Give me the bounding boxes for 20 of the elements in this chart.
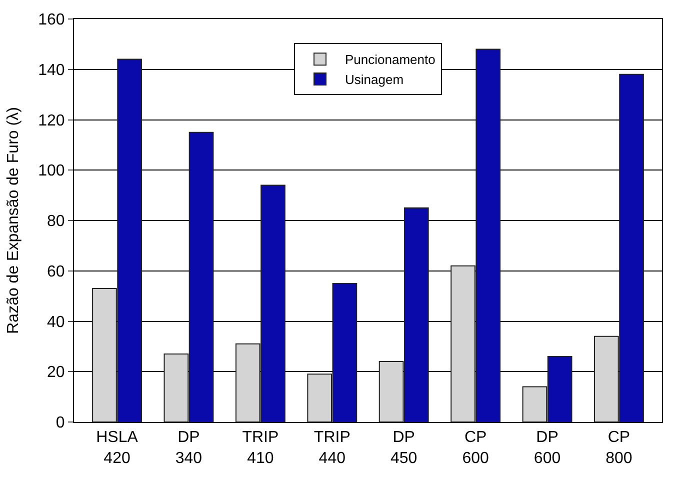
y-tick-label: 40 [47, 314, 65, 331]
y-tick-label: 160 [38, 12, 65, 29]
x-tick-label: DP 340 [175, 429, 202, 467]
y-tick-label: 80 [47, 213, 65, 230]
y-tick-label: 20 [47, 364, 65, 382]
y-axis-title: Razão de Expansão de Furo (λ) [4, 107, 22, 334]
y-tick-label: 0 [56, 414, 65, 432]
legend-label: Puncionamento [345, 52, 436, 68]
x-tick-label: DP 600 [534, 429, 561, 467]
x-tick-label: DP 450 [390, 429, 418, 467]
x-tick-label: TRIP 410 [242, 429, 279, 467]
x-tick-label: CP 800 [606, 429, 632, 467]
legend-label: Usinagem [345, 72, 404, 88]
x-tick-label: TRIP 440 [314, 429, 350, 467]
y-tick-label: 120 [38, 112, 65, 130]
x-tick-label: HSLA 420 [96, 429, 138, 467]
y-tick-label: 60 [47, 263, 65, 280]
x-tick-label: CP 600 [462, 429, 490, 467]
y-tick-label: 140 [38, 62, 65, 79]
y-tick-label: 100 [38, 162, 65, 180]
